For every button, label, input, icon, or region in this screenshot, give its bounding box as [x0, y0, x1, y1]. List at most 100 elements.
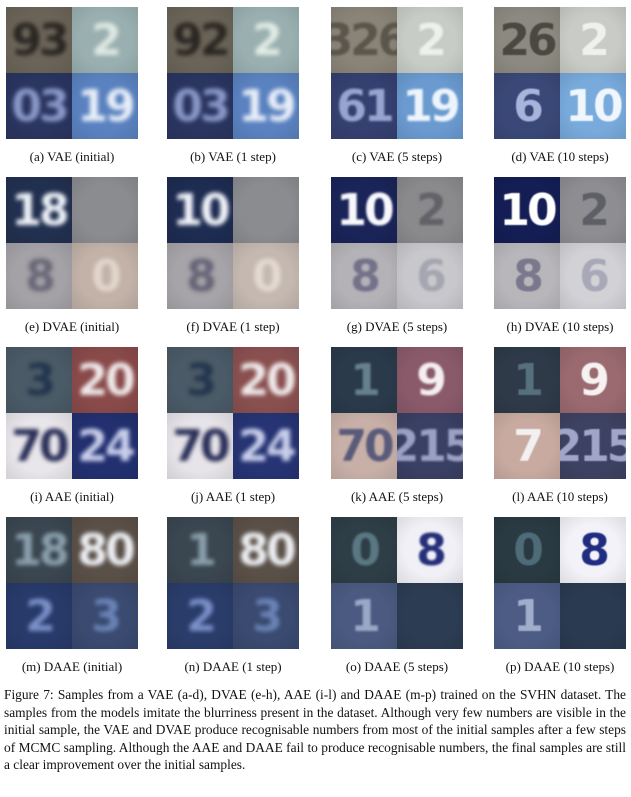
sample-digit: 24 — [77, 420, 135, 472]
subfigure-caption: (m) DAAE (initial) — [21, 659, 123, 674]
sample-digit: 3 — [91, 590, 122, 642]
sample-image-tile: 10 — [167, 177, 233, 243]
sample-digit: 2 — [416, 184, 447, 236]
sample-image-grid: 26 2 6 10 — [494, 7, 626, 139]
sample-digit: 19 — [402, 80, 460, 132]
sample-digit: 0 — [252, 250, 283, 302]
sample-image-tile — [560, 583, 626, 649]
sample-image-tile: 326 — [331, 7, 397, 73]
sample-image-tile: 1 — [494, 583, 560, 649]
sample-image-grid: 1 9 70 215 — [331, 347, 463, 479]
sample-image-grid: 92 2 03 19 — [167, 7, 299, 139]
sample-image-tile: 19 — [233, 73, 299, 139]
sample-image-tile: 92 — [167, 7, 233, 73]
sample-image-tile: 19 — [72, 73, 138, 139]
subfigure-caption: (h) DVAE (10 steps) — [506, 319, 614, 334]
sample-image-tile: 7 — [494, 413, 560, 479]
sample-digit: 1 — [186, 524, 217, 576]
sample-digit: 2 — [91, 14, 122, 66]
sample-digit: 0 — [513, 524, 544, 576]
sample-digit: 1 — [513, 354, 544, 406]
sample-digit: 70 — [11, 420, 69, 472]
sample-digit: 70 — [172, 420, 230, 472]
sample-image-grid: 10 8 0 — [167, 177, 299, 309]
sample-digit: 20 — [77, 354, 135, 406]
sample-image-tile — [72, 177, 138, 243]
sample-digit: 18 — [11, 184, 69, 236]
sample-image-grid: 10 2 8 6 — [494, 177, 626, 309]
subfigure-caption: (b) VAE (1 step) — [190, 149, 276, 164]
sample-image-tile: 10 — [494, 177, 560, 243]
subfigure-caption: (a) VAE (initial) — [29, 149, 115, 164]
sample-image-tile: 2 — [233, 7, 299, 73]
sample-digit: 2 — [579, 14, 610, 66]
sample-image-grid: 3 20 70 24 — [6, 347, 138, 479]
sample-digit: 8 — [513, 250, 544, 302]
sample-image-tile: 1 — [167, 517, 233, 583]
sample-image-tile: 9 — [397, 347, 463, 413]
sample-image-tile: 1 — [494, 347, 560, 413]
sample-digit: 92 — [172, 14, 230, 66]
sample-image-grid: 18 8 0 — [6, 177, 138, 309]
sample-image-tile: 20 — [233, 347, 299, 413]
sample-digit: 2 — [416, 14, 447, 66]
sample-digit: 2 — [25, 590, 56, 642]
sample-digit: 10 — [499, 184, 557, 236]
sample-image-tile: 9 — [560, 347, 626, 413]
sample-digit: 26 — [499, 14, 557, 66]
sample-digit: 10 — [172, 184, 230, 236]
sample-image-grid: 1 80 2 3 — [167, 517, 299, 649]
sample-image-tile: 70 — [167, 413, 233, 479]
sample-image-tile: 215 — [560, 413, 626, 479]
sample-digit: 1 — [350, 590, 381, 642]
sample-digit: 8 — [579, 524, 610, 576]
sample-image-tile: 19 — [397, 73, 463, 139]
subfigure-caption: (j) AAE (1 step) — [190, 489, 276, 504]
sample-image-tile: 18 — [6, 177, 72, 243]
sample-digit: 1 — [350, 354, 381, 406]
sample-image-tile: 26 — [494, 7, 560, 73]
sample-image-tile: 2 — [560, 177, 626, 243]
sample-image-tile: 10 — [331, 177, 397, 243]
sample-digit: 61 — [336, 80, 394, 132]
sample-image-grid: 1 9 7 215 — [494, 347, 626, 479]
sample-image-tile: 2 — [72, 7, 138, 73]
sample-digit: 1 — [513, 590, 544, 642]
sample-image-tile: 2 — [167, 583, 233, 649]
sample-digit: 93 — [11, 14, 69, 66]
sample-image-grid: 3 20 70 24 — [167, 347, 299, 479]
sample-image-grid: 93 2 03 19 — [6, 7, 138, 139]
sample-image-tile: 6 — [494, 73, 560, 139]
sample-digit: 215 — [397, 420, 463, 472]
sample-image-grid: 18 80 2 3 — [6, 517, 138, 649]
sample-image-tile: 03 — [6, 73, 72, 139]
subfigure-caption: (g) DVAE (5 steps) — [346, 319, 448, 334]
figure-caption: Figure 7: Samples from a VAE (a-d), DVAE… — [4, 687, 626, 772]
sample-image-grid: 326 2 61 19 — [331, 7, 463, 139]
sample-image-tile: 1 — [331, 583, 397, 649]
sample-image-tile: 0 — [233, 243, 299, 309]
sample-digit: 80 — [238, 524, 296, 576]
sample-image-tile: 20 — [72, 347, 138, 413]
sample-digit: 6 — [579, 250, 610, 302]
subfigure-caption: (k) AAE (5 steps) — [350, 489, 444, 504]
subfigure-caption: (n) DAAE (1 step) — [184, 659, 282, 674]
sample-digit: 8 — [350, 250, 381, 302]
sample-image-tile — [397, 583, 463, 649]
sample-digit: 9 — [579, 354, 610, 406]
sample-digit: 215 — [560, 420, 626, 472]
sample-digit: 3 — [186, 354, 217, 406]
sample-image-tile: 1 — [331, 347, 397, 413]
subfigure-caption: (c) VAE (5 steps) — [351, 149, 443, 164]
sample-digit: 80 — [77, 524, 135, 576]
sample-digit: 8 — [416, 524, 447, 576]
sample-image-tile: 6 — [560, 243, 626, 309]
sample-image-tile: 2 — [397, 7, 463, 73]
sample-image-tile: 8 — [397, 517, 463, 583]
sample-digit: 2 — [186, 590, 217, 642]
sample-digit: 326 — [331, 14, 397, 66]
sample-digit: 2 — [579, 184, 610, 236]
sample-image-grid: 10 2 8 6 — [331, 177, 463, 309]
sample-image-tile: 24 — [72, 413, 138, 479]
